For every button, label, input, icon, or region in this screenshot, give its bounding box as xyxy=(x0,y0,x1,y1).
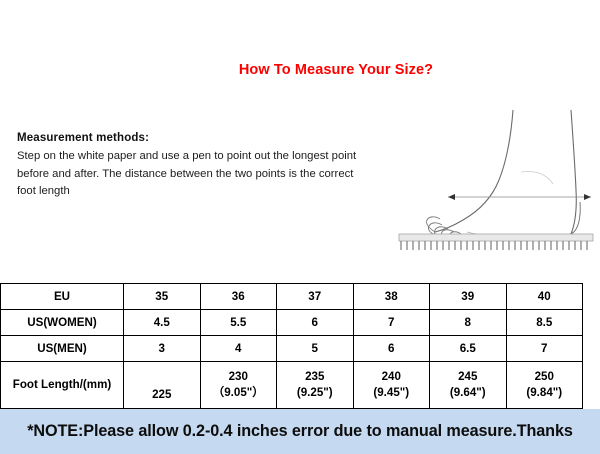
page-title: How To Measure Your Size? xyxy=(238,62,434,78)
foot-length-mm: 245 xyxy=(458,370,478,383)
cell-eu-3: 38 xyxy=(352,283,430,310)
cell-eu-4: 39 xyxy=(429,283,507,310)
foot-length-mm: 240 xyxy=(381,370,401,383)
cell-len-4: 245 (9.64") xyxy=(429,361,507,409)
cell-usw-1: 5.5 xyxy=(199,309,277,336)
cell-len-2: 235 (9.25") xyxy=(276,361,354,409)
table-row: US(MEN) 3 4 5 6 6.5 7 xyxy=(0,335,583,362)
cell-len-3: 240 (9.45") xyxy=(352,361,430,409)
cell-usw-2: 6 xyxy=(276,309,354,336)
size-conversion-table: EU 35 36 37 38 39 40 US(WOMEN) 4.5 5.5 6… xyxy=(0,283,583,409)
measurement-methods-block: Measurement methods: Step on the white p… xyxy=(17,132,367,201)
cell-eu-5: 40 xyxy=(505,283,583,310)
cell-eu-1: 36 xyxy=(199,283,277,310)
foot-side-profile-icon xyxy=(398,109,594,250)
row-label-eu: EU xyxy=(0,283,124,310)
foot-measurement-illustration xyxy=(385,108,600,260)
cell-usm-4: 6.5 xyxy=(429,335,507,362)
cell-len-1: 230 （9.05"） xyxy=(199,361,277,409)
table-row: Foot Length/(mm) 225 230 （9.05"） 235 (9.… xyxy=(0,361,583,409)
foot-length-mm: 250 xyxy=(534,370,554,383)
table-row: US(WOMEN) 4.5 5.5 6 7 8 8.5 xyxy=(0,309,583,336)
table-row: EU 35 36 37 38 39 40 xyxy=(0,283,583,310)
measurement-methods-heading: Measurement methods: xyxy=(17,132,150,144)
foot-length-inches: (9.25") xyxy=(296,386,333,399)
foot-length-mm: 225 xyxy=(152,388,172,401)
cell-len-0: 225 xyxy=(123,361,201,409)
cell-usm-2: 5 xyxy=(276,335,354,362)
cell-usw-0: 4.5 xyxy=(123,309,201,336)
foot-length-mm: 235 xyxy=(305,370,325,383)
cell-usw-4: 8 xyxy=(429,309,507,336)
row-label-us-men: US(MEN) xyxy=(0,335,124,362)
foot-length-inches: (9.45") xyxy=(373,386,410,399)
cell-eu-2: 37 xyxy=(276,283,354,310)
cell-eu-0: 35 xyxy=(123,283,201,310)
note-banner: *NOTE:Please allow 0.2-0.4 inches error … xyxy=(0,409,600,454)
cell-usm-5: 7 xyxy=(505,335,583,362)
row-label-foot-length: Foot Length/(mm) xyxy=(0,361,124,409)
foot-length-mm: 230 xyxy=(228,370,248,383)
cell-usm-0: 3 xyxy=(123,335,201,362)
row-label-us-women: US(WOMEN) xyxy=(0,309,124,336)
foot-length-inches: （9.05"） xyxy=(212,386,264,399)
cell-usm-3: 6 xyxy=(352,335,430,362)
cell-usw-3: 7 xyxy=(352,309,430,336)
foot-length-inches: (9.84") xyxy=(526,386,563,399)
cell-usw-5: 8.5 xyxy=(505,309,583,336)
foot-length-inches: (9.64") xyxy=(449,386,486,399)
cell-len-5: 250 (9.84") xyxy=(505,361,583,409)
cell-usm-1: 4 xyxy=(199,335,277,362)
note-text: *NOTE:Please allow 0.2-0.4 inches error … xyxy=(27,422,573,440)
measurement-methods-body: Step on the white paper and use a pen to… xyxy=(17,150,357,197)
